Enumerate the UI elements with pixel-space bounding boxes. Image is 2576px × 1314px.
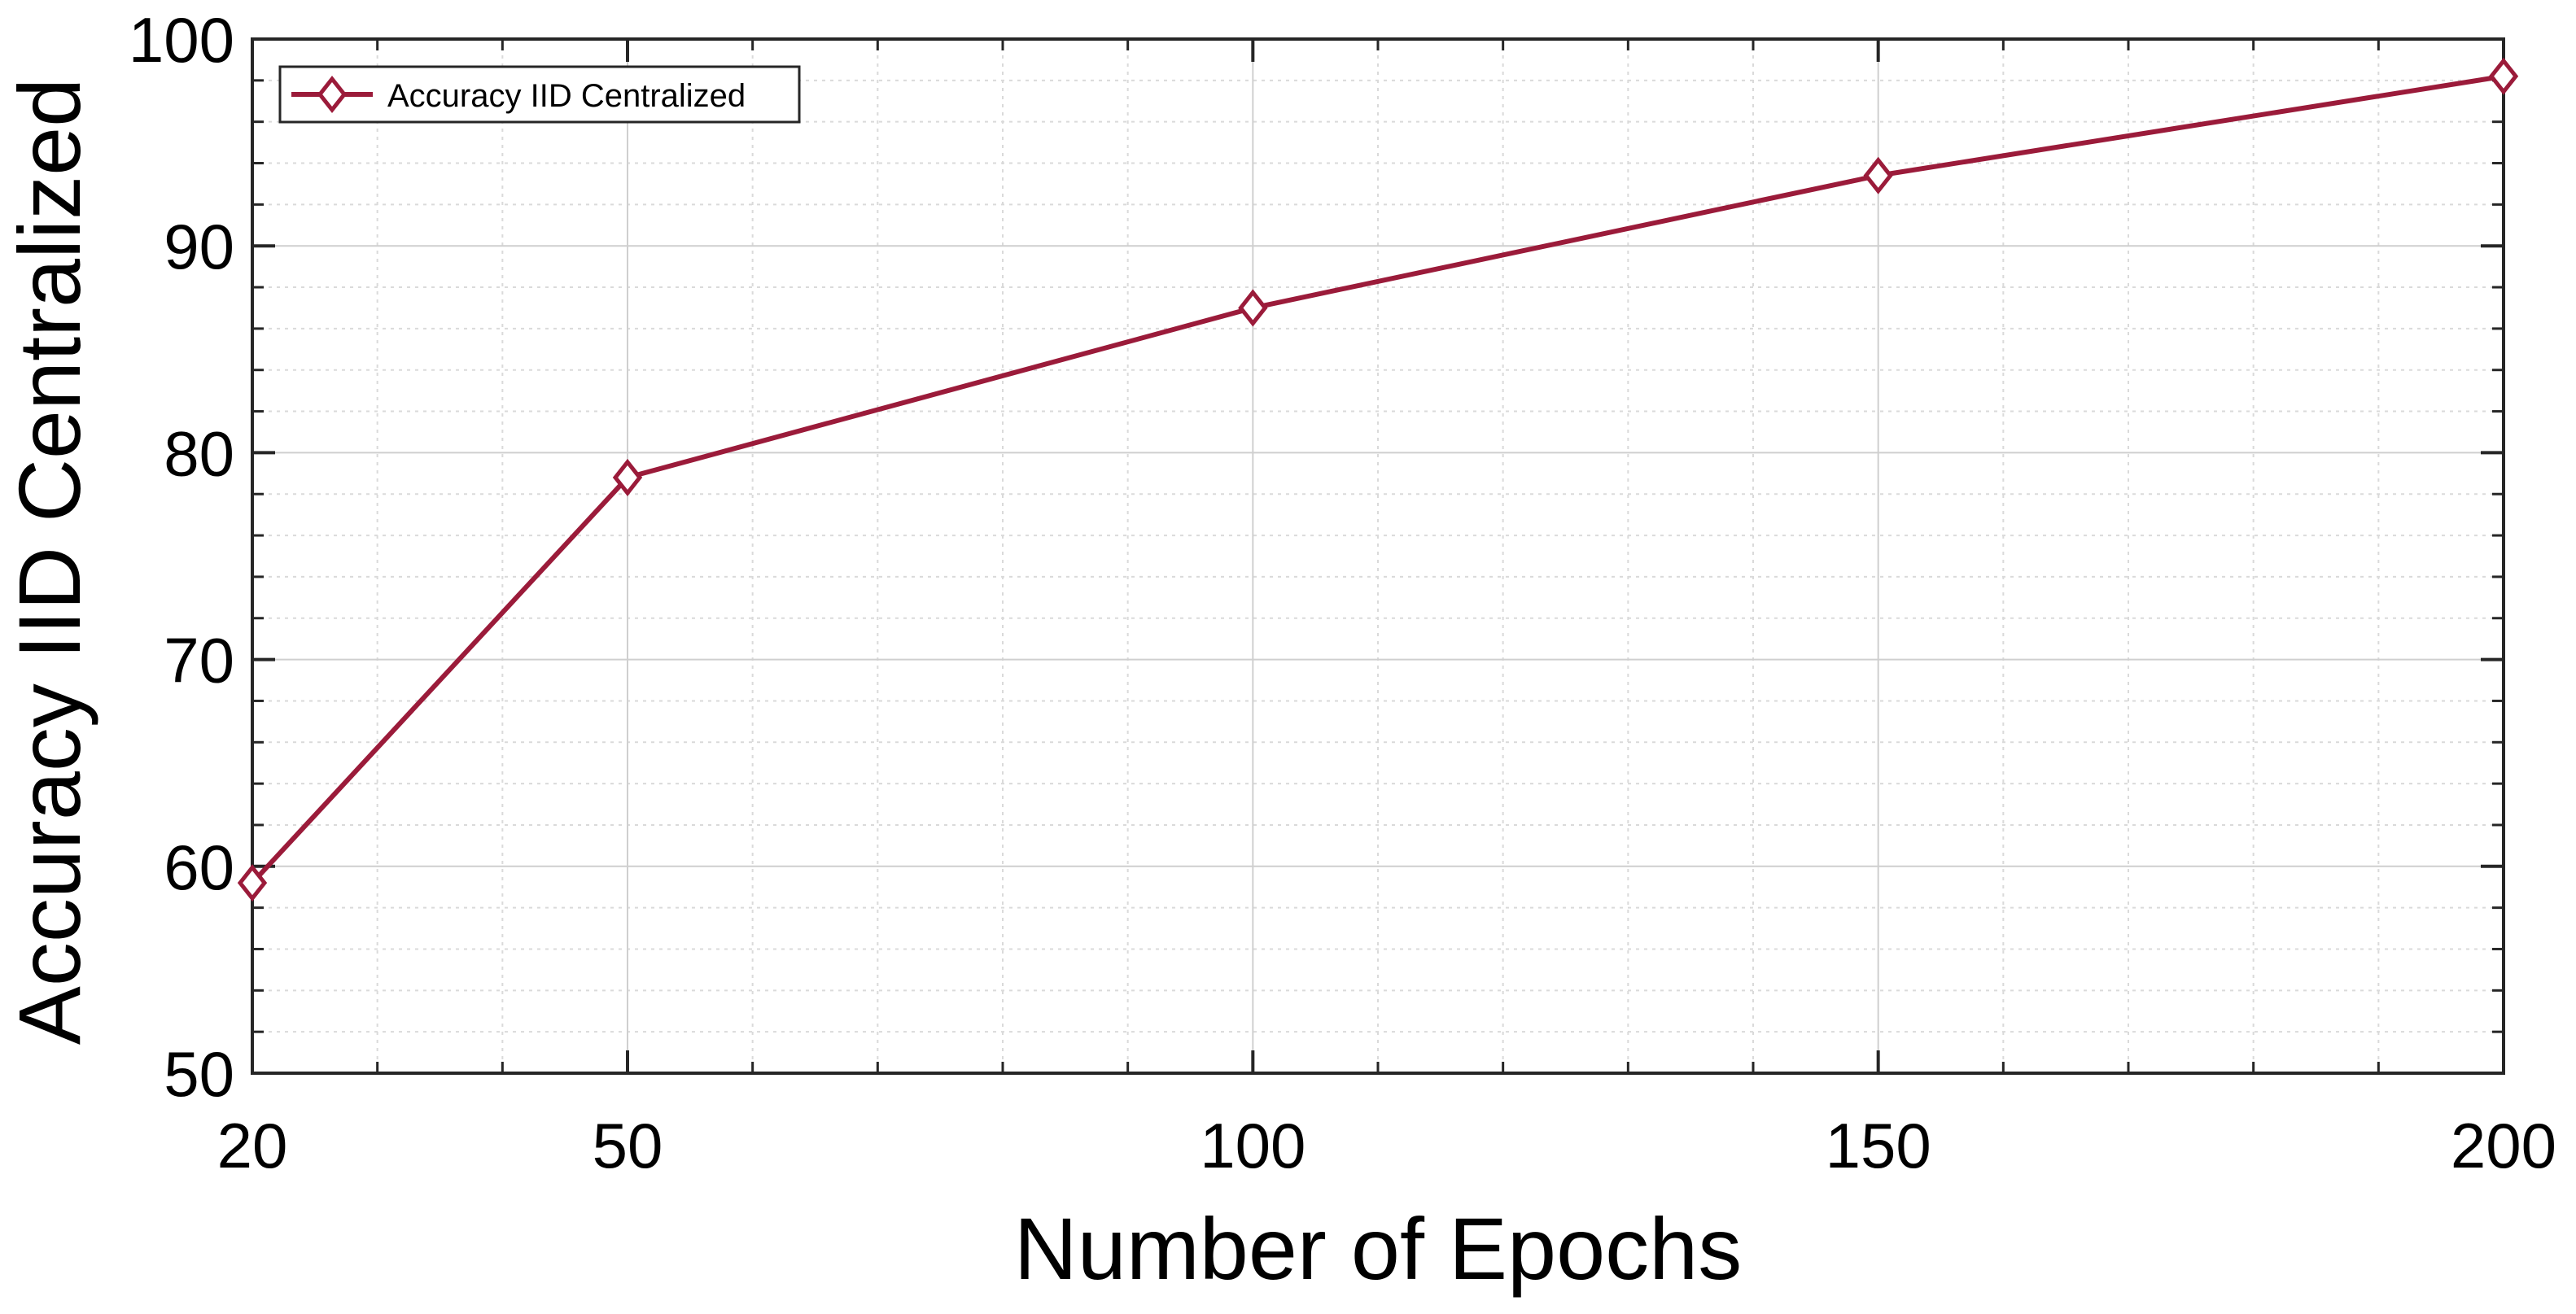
y-tick-label: 70 <box>164 625 234 696</box>
legend: Accuracy IID Centralized <box>278 65 801 124</box>
x-axis-tick-labels: 20 50 100 150 200 <box>217 1110 2556 1181</box>
y-tick-label: 90 <box>164 211 234 282</box>
x-tick-label: 150 <box>1826 1110 1931 1181</box>
data-point-marker <box>612 458 643 496</box>
y-tick-label: 50 <box>164 1038 234 1110</box>
x-tick-label: 20 <box>217 1110 288 1181</box>
y-tick-label: 60 <box>164 832 234 903</box>
data-point-marker <box>2488 57 2519 95</box>
legend-entry-label: Accuracy IID Centralized <box>387 78 746 114</box>
y-axis-tick-labels: 50 60 70 80 90 100 <box>129 4 234 1110</box>
data-point-marker <box>1863 156 1893 194</box>
x-axis-title: Number of Epochs <box>1014 1199 1742 1298</box>
axis-ticks <box>251 37 2505 1075</box>
x-tick-label: 100 <box>1200 1110 1305 1181</box>
data-point-marker <box>237 864 268 902</box>
y-tick-label: 80 <box>164 417 234 489</box>
y-axis-title: Accuracy IID Centralized <box>0 78 98 1045</box>
x-tick-label: 50 <box>593 1110 663 1181</box>
data-point-marker <box>1238 289 1268 327</box>
y-tick-label: 100 <box>129 4 234 76</box>
legend-marker-diamond <box>317 75 348 114</box>
x-tick-label: 200 <box>2451 1110 2556 1181</box>
series-layer <box>237 57 2519 902</box>
